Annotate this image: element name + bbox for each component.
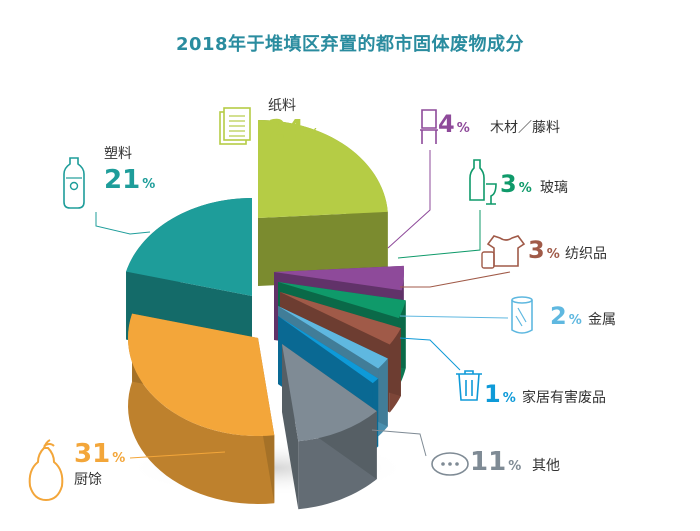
pear-icon — [28, 439, 64, 502]
slice-category: 其他 — [532, 458, 560, 474]
slice-value: 31% — [74, 439, 125, 469]
slice-top — [258, 120, 388, 218]
slice-category: 纸料 — [268, 98, 296, 114]
slice-category: 家居有害废品 — [522, 389, 606, 406]
paper-icon — [219, 107, 251, 145]
slice-top — [278, 306, 388, 369]
slice-category: 厨馀 — [74, 471, 102, 488]
slice-top — [282, 344, 377, 442]
slice-label-1: 4% 木材／藤料 — [387, 109, 560, 249]
slice-value: 4% — [438, 110, 470, 138]
slice-value: 2% — [550, 302, 582, 330]
slice-top — [127, 313, 275, 436]
slice-top — [274, 265, 404, 291]
pie-slice-6 — [282, 344, 377, 510]
pie-slice-7 — [127, 313, 275, 504]
slice-category: 纺织品 — [565, 246, 607, 262]
leader-line — [399, 337, 461, 371]
slice-top — [126, 198, 252, 296]
slice-label-5: 1% 家居有害废品 — [399, 337, 606, 408]
slice-category: 金属 — [588, 312, 616, 328]
leader-line — [399, 315, 509, 319]
slice-category: 木材／藤料 — [490, 120, 560, 136]
slice-label-2: 3% 玻璃 — [397, 159, 568, 259]
leader-line — [95, 212, 151, 235]
slice-label-0: 24 %纸料 — [219, 98, 319, 145]
slice-top — [280, 292, 401, 345]
slice-value: 24% — [268, 115, 319, 145]
slice-label-4: 2% 金属 — [399, 296, 616, 334]
can-icon — [511, 296, 533, 334]
slice-value: 3% — [528, 236, 560, 264]
slice-wall — [128, 313, 275, 504]
slice-value: 21% — [104, 165, 155, 195]
slice-value: 11% — [470, 447, 521, 477]
slice-category: 塑料 — [104, 146, 132, 162]
leader-line — [387, 150, 431, 249]
slice-value: 1% — [484, 380, 516, 408]
leader-line — [371, 429, 427, 457]
bottle-glass-icon — [469, 159, 497, 205]
plastic-bottle-icon — [63, 157, 85, 209]
chat-icon — [431, 452, 469, 476]
slice-top — [278, 282, 406, 319]
trash-bin-icon — [456, 370, 482, 401]
slice-value: 3% — [500, 170, 532, 198]
leader-line — [397, 210, 481, 259]
slice-label-7: 31 % 厨馀 — [28, 439, 226, 502]
slice-label-8: 21 % 塑料 — [63, 146, 155, 235]
chair-icon — [420, 109, 438, 144]
pie-slice-0 — [258, 120, 388, 286]
slice-top — [278, 316, 379, 384]
leader-line — [400, 271, 511, 288]
slice-label-6: 11% 其他 — [371, 429, 560, 477]
chart-title: 2018年于堆填区弃置的都市固体废物成分 — [175, 34, 525, 55]
tshirt-icon — [481, 235, 526, 269]
slice-category: 玻璃 — [540, 179, 568, 196]
slice-side — [258, 211, 388, 286]
slice-label-3: 3% 纺织品 — [400, 235, 607, 288]
slice-side — [282, 344, 299, 510]
leader-line — [129, 451, 226, 459]
